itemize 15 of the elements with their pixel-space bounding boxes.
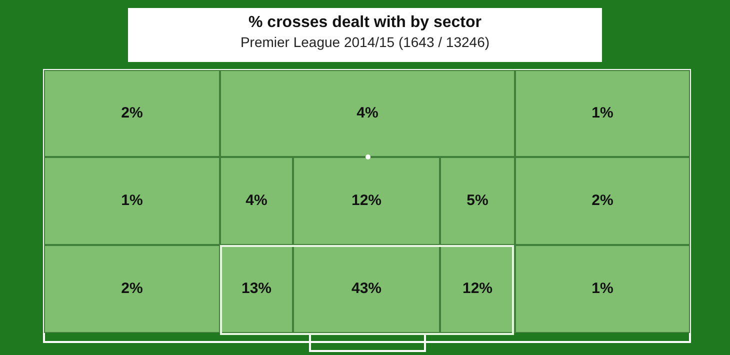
- data-label: 13%: [241, 280, 272, 298]
- data-label: 4%: [246, 192, 268, 210]
- data-label: 2%: [121, 104, 143, 122]
- data-label: 12%: [351, 192, 382, 210]
- data-label: 12%: [462, 280, 493, 298]
- data-label: 1%: [121, 192, 143, 210]
- text: % crosses dealt with by sector: [248, 14, 482, 32]
- data-label: 1%: [592, 104, 614, 122]
- data-label: 5%: [466, 192, 488, 210]
- data-label: 2%: [592, 192, 614, 210]
- data-label: 2%: [121, 280, 143, 298]
- data-label: 43%: [351, 280, 382, 298]
- data-label: 1%: [592, 280, 614, 298]
- text: Premier League 2014/15 (1643 / 13246): [239, 34, 491, 50]
- data-label: 4%: [356, 104, 378, 122]
